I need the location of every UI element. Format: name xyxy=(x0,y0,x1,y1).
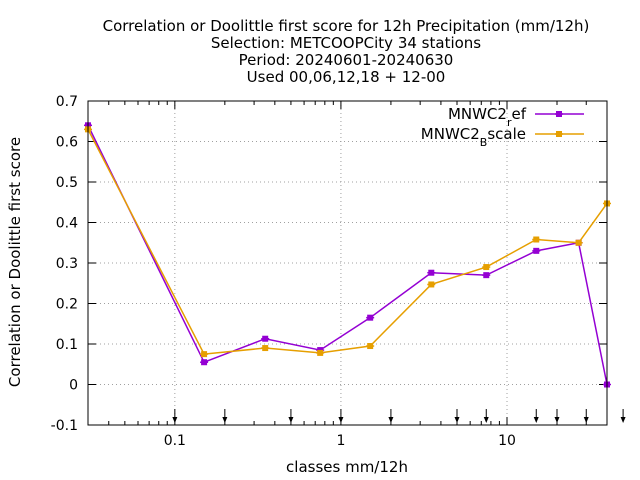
class-arrow-head xyxy=(288,417,294,423)
x-tick-label: 1 xyxy=(336,433,345,449)
title-line-2: Selection: METCOOPCity 34 stations xyxy=(211,34,481,52)
y-tick-label: 0.3 xyxy=(56,256,78,272)
grid xyxy=(88,101,607,425)
legend-label: MNWC2ref xyxy=(448,105,527,129)
series-line xyxy=(87,129,608,355)
class-arrow-head xyxy=(454,417,460,423)
series-MNWC2_Bscale xyxy=(84,126,611,358)
x-tick-label: 10 xyxy=(498,433,516,449)
legend-label: MNWC2Bscale xyxy=(421,125,526,149)
legend-label-main: MNWC2 xyxy=(421,125,480,143)
legend-label-sub: B xyxy=(480,136,488,149)
y-tick-label: 0.5 xyxy=(56,175,78,191)
series-lines xyxy=(84,122,611,388)
plot-frame xyxy=(87,100,608,426)
class-arrows xyxy=(172,409,626,423)
tick-labels: -0.1 0 0.1 0.2 0.3 0.4 0.5 0.6 0.7 0.1 1 10 xyxy=(51,94,516,449)
title-line-3: Period: 20240601-20240630 xyxy=(239,51,454,69)
legend-label-rest: ef xyxy=(511,105,526,123)
class-arrow-head xyxy=(554,417,560,423)
class-arrow-head xyxy=(222,417,228,423)
chart-title: Correlation or Doolittle first score for… xyxy=(103,17,590,86)
legend-label-rest: scale xyxy=(487,125,526,143)
title-line-4: Used 00,06,12,18 + 12-00 xyxy=(247,68,446,86)
axis-ticks xyxy=(88,100,607,426)
series-MNWC2_ref xyxy=(84,122,611,388)
y-tick-label: 0.6 xyxy=(56,135,78,151)
class-arrow-head xyxy=(583,417,589,423)
class-arrow-head xyxy=(172,417,178,423)
x-axis-label: classes mm/12h xyxy=(286,458,408,476)
y-tick-label: 0.1 xyxy=(56,337,78,353)
y-tick-label: 0.2 xyxy=(56,297,78,313)
x-tick-label: 0.1 xyxy=(164,433,186,449)
class-arrow-head xyxy=(388,417,394,423)
class-arrow-head xyxy=(483,417,489,423)
series-line xyxy=(87,124,608,385)
legend-label-main: MNWC2 xyxy=(448,105,507,123)
y-axis-label: Correlation or Doolittle first score xyxy=(6,137,24,387)
y-tick-label: 0.7 xyxy=(56,94,78,110)
class-arrow-head xyxy=(533,417,539,423)
y-tick-label: 0.4 xyxy=(56,216,78,232)
title-line-1: Correlation or Doolittle first score for… xyxy=(103,17,590,35)
legend-label-sub: r xyxy=(507,116,512,129)
class-arrow-head xyxy=(620,417,626,423)
y-tick-label: -0.1 xyxy=(51,418,78,434)
y-tick-label: 0 xyxy=(69,378,78,394)
class-arrow-head xyxy=(338,417,344,423)
